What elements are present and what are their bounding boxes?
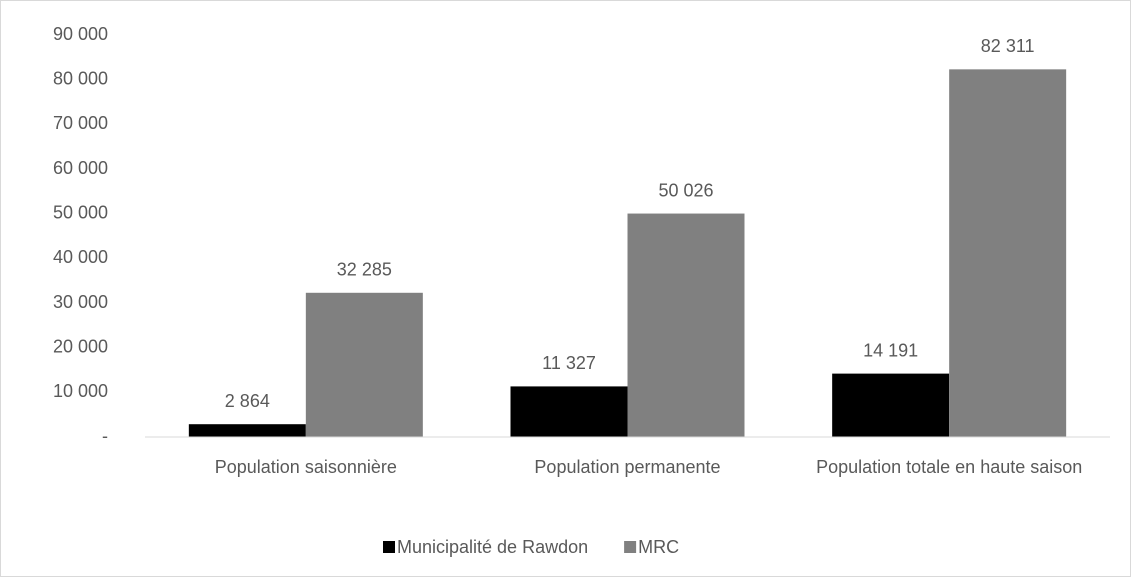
y-tick-label: 70 000 <box>53 113 108 133</box>
y-tick-label: 50 000 <box>53 202 108 222</box>
y-tick-label: 20 000 <box>53 336 108 356</box>
y-tick-label: 30 000 <box>53 292 108 312</box>
data-label: 82 311 <box>981 36 1035 56</box>
bar <box>188 424 306 437</box>
data-label: 50 026 <box>658 180 713 200</box>
legend-swatch <box>383 541 395 553</box>
legend-label: Municipalité de Rawdon <box>397 537 588 557</box>
bar <box>949 69 1067 437</box>
x-tick-label: Population permanente <box>534 457 720 477</box>
data-label: 11 327 <box>542 353 596 373</box>
bar <box>627 213 745 437</box>
y-tick-label: 40 000 <box>53 247 108 267</box>
y-tick-label: 10 000 <box>53 381 108 401</box>
bar <box>832 373 950 437</box>
y-tick-label: 60 000 <box>53 158 108 178</box>
legend-swatch <box>624 541 637 553</box>
data-label: 2 864 <box>225 391 270 411</box>
data-label: 14 191 <box>863 340 918 360</box>
x-tick-label: Population saisonnière <box>215 457 397 477</box>
data-label: 32 285 <box>337 260 392 280</box>
y-tick-label: - <box>102 426 108 446</box>
legend-label: MRC <box>638 537 679 557</box>
bar <box>305 292 423 437</box>
y-tick-label: 90 000 <box>53 24 108 44</box>
bar <box>510 386 628 437</box>
x-tick-label: Population totale en haute saison <box>816 457 1082 477</box>
y-tick-label: 80 000 <box>53 68 108 88</box>
